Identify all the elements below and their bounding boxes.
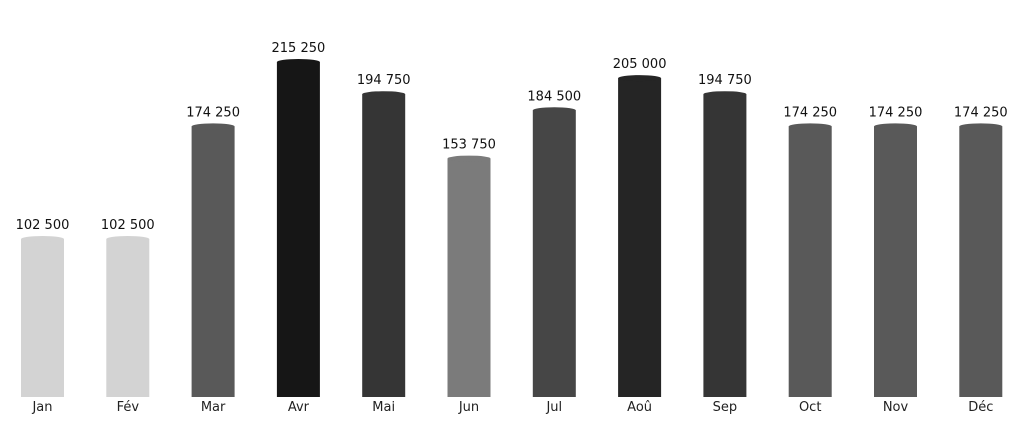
bar-cap-jun	[447, 155, 491, 162]
bars-group	[21, 59, 1003, 397]
bar-cap-mar	[191, 123, 235, 130]
x-tick-label-nov: Nov	[883, 400, 909, 415]
value-label-fév: 102 500	[101, 218, 155, 233]
value-label-déc: 174 250	[954, 105, 1008, 120]
value-label-avr: 215 250	[272, 41, 326, 56]
bar-cap-jan	[21, 236, 64, 243]
bar-cap-aoû	[618, 75, 662, 82]
value-label-mai: 194 750	[357, 73, 411, 88]
x-tick-labels-group: Jan Fév Mar Avr Mai Jun Jul Aoû Sep Oct Nov Déc	[31, 400, 993, 415]
x-tick-label-jan: Jan	[31, 400, 52, 415]
bar-cap-nov	[874, 123, 917, 130]
bar-cap-jul	[532, 107, 576, 114]
bar-oct	[788, 126, 832, 397]
value-label-jan: 102 500	[16, 218, 70, 233]
x-tick-label-oct: Oct	[799, 400, 821, 415]
value-label-aoû: 205 000	[613, 57, 667, 72]
value-labels-group: 102 500 102 500 174 250 215 250 194 750 153 7…	[16, 41, 1008, 233]
x-tick-label-aoû: Aoû	[627, 400, 652, 415]
bar-avr	[276, 62, 320, 397]
x-tick-label-jul: Jul	[545, 400, 562, 415]
value-label-oct: 174 250	[783, 105, 837, 120]
value-label-nov: 174 250	[869, 105, 923, 120]
value-label-mar: 174 250	[186, 105, 240, 120]
bar-jan	[21, 239, 64, 397]
x-tick-label-jun: Jun	[458, 400, 479, 415]
bar-sep	[703, 94, 747, 397]
x-tick-label-déc: Déc	[968, 400, 993, 415]
x-tick-label-mar: Mar	[201, 400, 226, 415]
bar-aoû	[618, 78, 662, 397]
x-tick-label-avr: Avr	[288, 400, 310, 415]
bar-cap-oct	[788, 123, 832, 130]
x-tick-label-mai: Mai	[372, 400, 395, 415]
bar-cap-fév	[106, 236, 150, 243]
bar-mar	[191, 126, 235, 397]
value-label-sep: 194 750	[698, 73, 752, 88]
x-tick-label-sep: Sep	[713, 400, 738, 415]
bar-cap-déc	[959, 123, 1003, 130]
bar-déc	[959, 126, 1003, 397]
x-tick-label-fév: Fév	[117, 400, 140, 415]
value-label-jun: 153 750	[442, 138, 496, 153]
bar-mai	[362, 94, 406, 397]
bar-jun	[447, 158, 491, 397]
bar-nov	[874, 126, 917, 397]
bar-jul	[532, 110, 576, 397]
bar-cap-avr	[276, 59, 320, 65]
value-label-jul: 184 500	[527, 89, 581, 104]
bar-cap-mai	[362, 91, 406, 98]
bar-fév	[106, 239, 150, 397]
bar-cap-sep	[703, 91, 747, 98]
